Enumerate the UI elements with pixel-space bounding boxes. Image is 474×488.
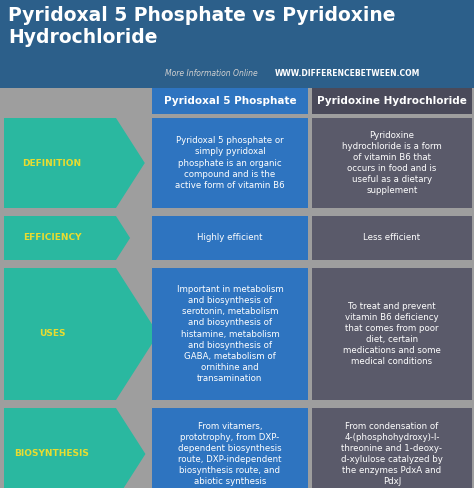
FancyBboxPatch shape (312, 118, 472, 208)
Text: DEFINITION: DEFINITION (22, 159, 82, 167)
Text: Important in metabolism
and biosynthesis of
serotonin, metabolism
and biosynthes: Important in metabolism and biosynthesis… (177, 285, 283, 383)
FancyBboxPatch shape (152, 88, 308, 114)
Text: More Information Online: More Information Online (165, 69, 258, 79)
Text: Highly efficient: Highly efficient (197, 233, 263, 243)
Text: BIOSYNTHESIS: BIOSYNTHESIS (15, 449, 90, 459)
Polygon shape (4, 268, 158, 400)
Polygon shape (4, 118, 145, 208)
FancyBboxPatch shape (312, 268, 472, 400)
FancyBboxPatch shape (0, 0, 474, 88)
Text: Less efficient: Less efficient (364, 233, 420, 243)
Text: From condensation of
4-(phosphohydroxy)-l-
threonine and 1-deoxy-
d-xylulose cat: From condensation of 4-(phosphohydroxy)-… (341, 422, 443, 486)
Text: EFFICIENCY: EFFICIENCY (23, 233, 81, 243)
FancyBboxPatch shape (312, 216, 472, 260)
FancyBboxPatch shape (152, 408, 308, 488)
Text: USES: USES (39, 329, 65, 339)
Text: Pyridoxal 5 Phosphate: Pyridoxal 5 Phosphate (164, 96, 296, 106)
Polygon shape (4, 408, 146, 488)
Text: To treat and prevent
vitamin B6 deficiency
that comes from poor
diet, certain
me: To treat and prevent vitamin B6 deficien… (343, 302, 441, 366)
Text: Pyridoxal 5 phosphate or
simply pyridoxal
phosphate is an organic
compound and i: Pyridoxal 5 phosphate or simply pyridoxa… (175, 136, 285, 190)
FancyBboxPatch shape (152, 268, 308, 400)
Polygon shape (4, 216, 130, 260)
FancyBboxPatch shape (312, 408, 472, 488)
FancyBboxPatch shape (152, 216, 308, 260)
FancyBboxPatch shape (152, 118, 308, 208)
FancyBboxPatch shape (312, 88, 472, 114)
Text: From vitamers,
prototrophy, from DXP-
dependent biosynthesis
route, DXP-independ: From vitamers, prototrophy, from DXP- de… (178, 422, 282, 486)
Text: Pyridoxine
hydrochloride is a form
of vitamin B6 that
occurs in food and is
usef: Pyridoxine hydrochloride is a form of vi… (342, 131, 442, 195)
Text: WWW.DIFFERENCEBETWEEN.COM: WWW.DIFFERENCEBETWEEN.COM (275, 69, 420, 79)
Text: Pyridoxal 5 Phosphate vs Pyridoxine: Pyridoxal 5 Phosphate vs Pyridoxine (8, 6, 395, 25)
Text: Pyridoxine Hydrochloride: Pyridoxine Hydrochloride (317, 96, 467, 106)
Text: Hydrochloride: Hydrochloride (8, 28, 157, 47)
